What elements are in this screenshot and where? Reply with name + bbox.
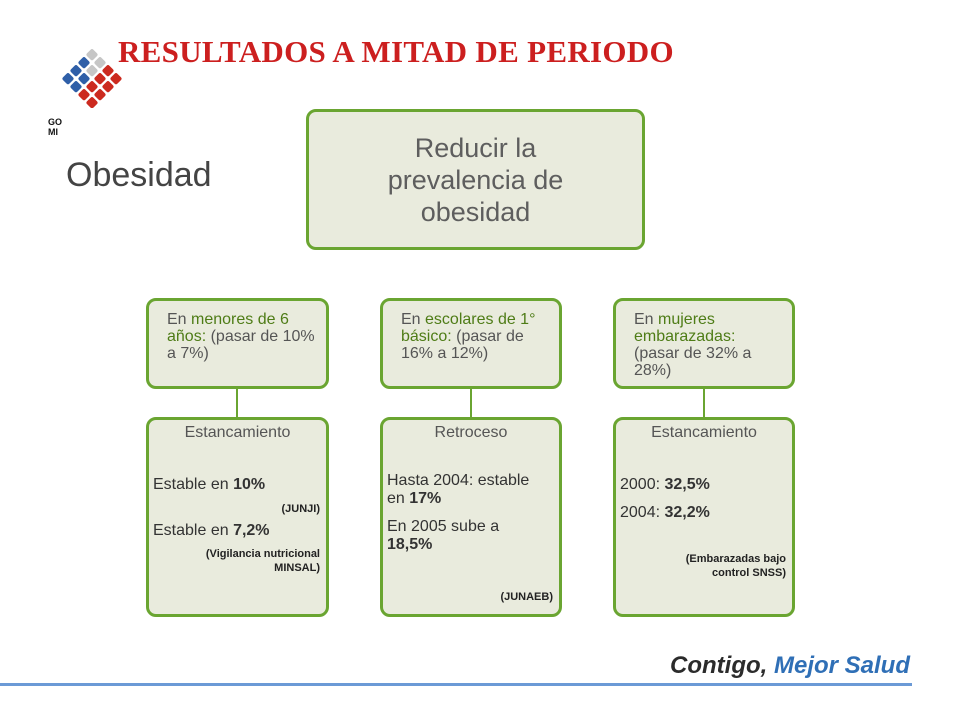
main-goal-text: Reducir la prevalencia de obesidad xyxy=(387,132,564,227)
status-label: Estancamiento xyxy=(184,424,291,441)
result-line: En 2005 sube a 18,5% xyxy=(387,518,500,553)
source-label: (Embarazadas bajo control SNSS) xyxy=(685,553,786,579)
connector-line xyxy=(236,389,238,417)
result-line: 2004: 32,2% xyxy=(620,504,710,521)
page-title: RESULTADOS A MITAD DE PERIODO xyxy=(118,34,674,69)
logo-text: GO MI xyxy=(48,117,63,137)
status-label: Retroceso xyxy=(434,424,508,441)
result-line: Estable en 7,2% xyxy=(153,522,270,539)
section-label: Obesidad xyxy=(66,156,212,194)
result-line: 2000: 32,5% xyxy=(620,476,710,493)
footer-divider xyxy=(0,683,912,686)
result-line: Hasta 2004: estable en 17% xyxy=(387,472,530,507)
result-box-menores: Estancamiento Estable en 10% (JUNJI) Est… xyxy=(146,417,329,617)
result-box-escolares: Retroceso Hasta 2004: estable en 17% En … xyxy=(380,417,562,617)
status-label: Estancamiento xyxy=(651,424,757,441)
connector-line xyxy=(470,389,472,417)
source-label: (JUNJI) xyxy=(281,503,320,515)
source-label: (JUNAEB) xyxy=(500,591,553,603)
connector-line xyxy=(703,389,705,417)
footer-brand: Contigo, Mejor Salud xyxy=(670,652,910,679)
result-box-embarazadas: Estancamiento 2000: 32,5% 2004: 32,2% (E… xyxy=(613,417,795,617)
main-goal-box: Reducir la prevalencia de obesidad xyxy=(306,109,645,250)
goal-box-menores: En menores de 6 años: (pasar de 10% a 7%… xyxy=(146,298,329,389)
result-line: Estable en 10% xyxy=(153,476,266,493)
goal-box-embarazadas: En mujeres embarazadas: (pasar de 32% a … xyxy=(613,298,795,389)
goal-box-escolares: En escolares de 1° básico: (pasar de 16%… xyxy=(380,298,562,389)
source-label: (Vigilancia nutricional MINSAL) xyxy=(205,548,320,574)
government-logo-icon xyxy=(62,49,122,108)
